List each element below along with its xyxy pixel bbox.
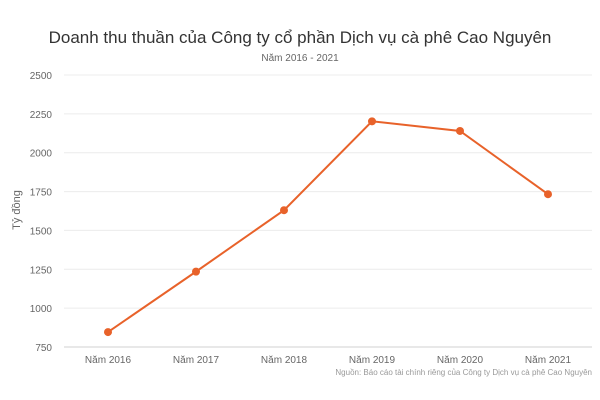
y-axis-label: Tỷ đồng (11, 190, 23, 230)
data-point[interactable] (544, 190, 552, 199)
gridlines (64, 74, 592, 348)
x-tick-label: Năm 2017 (173, 355, 220, 366)
y-tick-label: 2000 (30, 149, 53, 160)
x-tick-label: Năm 2020 (437, 355, 484, 366)
y-tick-label: 1250 (30, 265, 53, 276)
data-series (104, 117, 552, 337)
data-point[interactable] (280, 206, 288, 215)
y-tick-label: 2500 (30, 71, 53, 82)
data-point[interactable] (456, 126, 464, 135)
x-tick-label: Năm 2021 (525, 355, 572, 366)
y-tick-label: 1750 (30, 188, 53, 199)
x-tick-label: Năm 2018 (261, 355, 308, 366)
y-tick-label: 750 (35, 343, 52, 354)
x-tick-label: Năm 2019 (349, 355, 396, 366)
y-axis-ticks: 750 1000 1250 1500 1750 2000 2250 2500 (30, 71, 53, 354)
y-tick-label: 2250 (30, 110, 53, 121)
x-tick-label: Năm 2016 (85, 355, 132, 366)
data-point[interactable] (192, 267, 200, 276)
chart-subtitle: Năm 2016 - 2021 (261, 53, 339, 64)
series-line (107, 120, 549, 333)
x-axis-ticks: Năm 2016 Năm 2017 Năm 2018 Năm 2019 Năm 2020… (85, 355, 572, 366)
chart-title: Doanh thu thuần của Công ty cổ phần Dịch… (48, 28, 552, 47)
y-tick-label: 1500 (30, 226, 53, 237)
data-point[interactable] (368, 117, 376, 126)
y-tick-label: 1000 (30, 304, 53, 315)
source-note: Nguồn: Báo cáo tài chính riêng của Công … (335, 368, 592, 377)
data-point[interactable] (104, 328, 112, 337)
